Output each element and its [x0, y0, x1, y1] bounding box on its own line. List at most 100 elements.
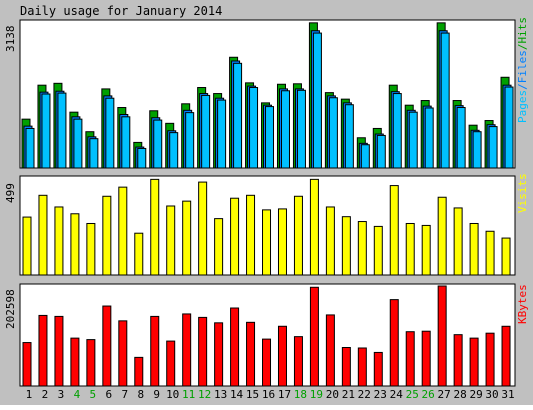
kbytes-bar	[262, 338, 272, 387]
day-label: 15	[246, 388, 259, 401]
visits-bar	[437, 196, 447, 276]
legend-hits: Hits	[516, 17, 529, 44]
pages-bar	[265, 106, 275, 169]
day-label: 3	[58, 388, 65, 401]
day-label: 16	[262, 388, 275, 401]
kbytes-bar	[102, 305, 112, 387]
kbytes-bar	[166, 340, 176, 387]
visits-ymax-label: 499	[4, 183, 17, 203]
kbytes-bar	[54, 315, 64, 387]
kbytes-bar	[389, 299, 399, 387]
visits-bar	[118, 186, 128, 276]
pages-bar	[424, 107, 434, 169]
kbytes-bar	[118, 320, 128, 387]
pages-bar	[360, 144, 370, 169]
visits-bar	[182, 200, 192, 276]
pages-bar	[408, 111, 418, 169]
kbytes-bar	[230, 307, 240, 387]
visits-bar	[373, 225, 383, 276]
pages-bar	[121, 116, 131, 169]
pages-bar	[89, 138, 99, 169]
day-label: 20	[326, 388, 339, 401]
visits-bar	[485, 230, 495, 276]
pages-bar	[249, 87, 259, 169]
day-label: 8	[137, 388, 144, 401]
pages-bar	[472, 131, 482, 169]
pages-bar	[57, 92, 67, 169]
kbytes-bar	[198, 316, 208, 387]
kbytes-bar	[150, 315, 160, 387]
visits-bar	[357, 221, 367, 276]
pages-bar	[185, 112, 195, 169]
day-label: 7	[121, 388, 128, 401]
visits-bar	[134, 232, 144, 276]
visits-bar	[38, 194, 48, 276]
kbytes-bar	[357, 347, 367, 387]
kbytes-bar	[421, 330, 431, 387]
kbytes-bar	[214, 322, 224, 387]
kbytes-bar	[325, 314, 335, 387]
visits-bar	[150, 178, 160, 276]
day-label: 27	[438, 388, 451, 401]
visits-bar	[405, 222, 415, 276]
day-label: 13	[214, 388, 227, 401]
day-label: 29	[469, 388, 482, 401]
pages-bar	[504, 86, 514, 169]
visits-legend: Visits	[516, 173, 529, 213]
visits-bar	[309, 178, 319, 276]
kbytes-bar	[485, 332, 495, 387]
legend-files: Files	[516, 50, 529, 83]
day-label: 9	[153, 388, 160, 401]
kbytes-bar	[22, 342, 32, 387]
kbytes-bar	[246, 321, 256, 387]
kbytes-ymax-label: 202598	[4, 289, 17, 329]
visits-bar	[86, 222, 96, 276]
chart-title: Daily usage for January 2014	[20, 4, 222, 18]
kbytes-bar	[453, 334, 463, 387]
pages-bar	[201, 94, 211, 169]
pages-bar	[296, 89, 306, 169]
pages-bar	[73, 118, 83, 169]
day-label: 18	[294, 388, 307, 401]
day-label: 5	[90, 388, 97, 401]
pages-bar	[105, 97, 115, 169]
visits-bar	[102, 195, 112, 276]
kbytes-bar	[309, 286, 319, 387]
kbytes-bar	[469, 337, 479, 387]
legend-kbytes: KBytes	[516, 284, 529, 324]
visits-bar	[341, 216, 351, 276]
kbytes-bar	[501, 325, 511, 387]
day-label: 11	[182, 388, 195, 401]
pages-bar	[312, 32, 322, 169]
pages-bar	[233, 62, 243, 169]
pages-bar	[344, 104, 354, 169]
legend-visits: Visits	[516, 173, 529, 213]
pages-bar	[488, 126, 498, 169]
visits-bar	[198, 181, 208, 276]
pages-bar	[456, 107, 466, 169]
visits-bar	[453, 207, 463, 276]
day-label: 19	[310, 388, 323, 401]
pages-bar	[440, 32, 450, 169]
day-label: 14	[230, 388, 244, 401]
visits-bar	[469, 222, 479, 276]
legend-sep2: /	[516, 44, 529, 51]
visits-bar	[277, 208, 287, 276]
day-label: 28	[453, 388, 466, 401]
day-label: 23	[374, 388, 387, 401]
kbytes-bar	[38, 314, 48, 387]
visits-bar	[293, 195, 303, 276]
hits-files-pages-legend: Pages/Files/Hits	[516, 17, 529, 123]
day-label: 17	[278, 388, 291, 401]
day-label: 2	[42, 388, 49, 401]
pages-bar	[392, 93, 402, 169]
visits-bar	[166, 205, 176, 276]
kbytes-legend: KBytes	[516, 284, 529, 324]
day-label: 1	[26, 388, 33, 401]
kbytes-bar	[437, 285, 447, 387]
pages-bar	[280, 90, 290, 169]
visits-bar	[262, 209, 272, 276]
